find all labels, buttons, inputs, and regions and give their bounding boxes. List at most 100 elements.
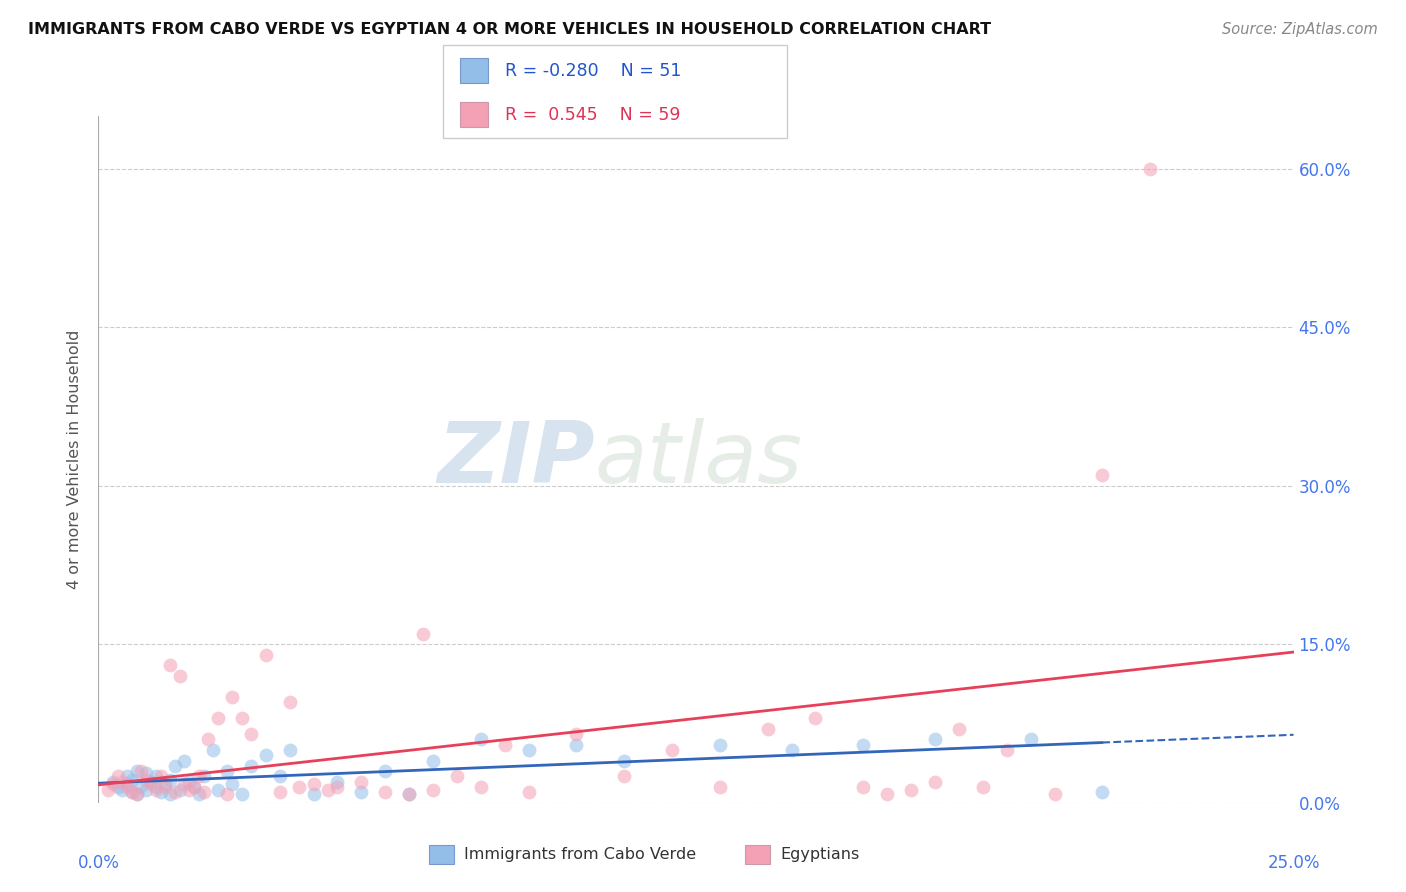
- Point: [288, 780, 311, 794]
- Point: [131, 779, 153, 793]
- Point: [374, 785, 396, 799]
- Point: [135, 766, 157, 780]
- Point: [125, 764, 148, 778]
- Point: [169, 783, 191, 797]
- Point: [924, 774, 946, 789]
- Point: [131, 764, 153, 778]
- Point: [302, 788, 325, 802]
- Point: [125, 788, 148, 802]
- Text: 25.0%: 25.0%: [1267, 854, 1320, 871]
- Point: [111, 783, 134, 797]
- Point: [173, 777, 195, 791]
- Point: [804, 711, 827, 725]
- Point: [173, 754, 195, 768]
- Point: [221, 777, 243, 791]
- Point: [101, 774, 124, 789]
- Text: R =  0.545    N = 59: R = 0.545 N = 59: [505, 106, 681, 124]
- Point: [163, 759, 186, 773]
- Point: [121, 772, 143, 787]
- Point: [412, 626, 434, 640]
- Point: [254, 748, 277, 763]
- Point: [207, 711, 229, 725]
- Point: [169, 669, 191, 683]
- Point: [316, 783, 339, 797]
- Point: [135, 772, 157, 787]
- Point: [1139, 161, 1161, 176]
- Point: [217, 788, 239, 802]
- Point: [121, 785, 143, 799]
- Point: [197, 732, 219, 747]
- Point: [115, 777, 138, 791]
- Point: [278, 743, 301, 757]
- Point: [202, 743, 225, 757]
- Point: [121, 785, 143, 799]
- Point: [1043, 788, 1066, 802]
- Point: [217, 764, 239, 778]
- Point: [145, 769, 167, 783]
- Point: [613, 769, 636, 783]
- Point: [145, 783, 167, 797]
- Point: [470, 732, 492, 747]
- Point: [398, 788, 420, 802]
- Point: [193, 785, 215, 799]
- Point: [374, 764, 396, 778]
- Point: [163, 785, 186, 799]
- Point: [446, 769, 468, 783]
- Point: [565, 738, 588, 752]
- Point: [565, 727, 588, 741]
- Point: [709, 738, 731, 752]
- Point: [1091, 468, 1114, 483]
- Point: [155, 780, 177, 794]
- Point: [422, 783, 444, 797]
- Point: [145, 780, 167, 794]
- Point: [269, 785, 291, 799]
- Point: [924, 732, 946, 747]
- Point: [115, 780, 138, 794]
- Point: [183, 780, 205, 794]
- Point: [187, 788, 209, 802]
- Point: [159, 788, 181, 802]
- Point: [179, 774, 201, 789]
- Point: [326, 780, 349, 794]
- Point: [756, 722, 779, 736]
- Point: [149, 785, 172, 799]
- Y-axis label: 4 or more Vehicles in Household: 4 or more Vehicles in Household: [67, 330, 83, 589]
- Point: [661, 743, 683, 757]
- Point: [149, 769, 172, 783]
- Point: [972, 780, 994, 794]
- Point: [900, 783, 922, 797]
- Point: [193, 769, 215, 783]
- Point: [1019, 732, 1042, 747]
- Point: [115, 769, 138, 783]
- Point: [221, 690, 243, 705]
- Point: [111, 774, 134, 789]
- Point: [780, 743, 803, 757]
- Point: [876, 788, 898, 802]
- Point: [107, 769, 129, 783]
- Point: [350, 774, 373, 789]
- Text: atlas: atlas: [595, 417, 803, 501]
- Point: [183, 780, 205, 794]
- Point: [139, 777, 162, 791]
- Point: [350, 785, 373, 799]
- Point: [240, 727, 263, 741]
- Point: [709, 780, 731, 794]
- Point: [207, 783, 229, 797]
- Point: [125, 788, 148, 802]
- Text: ZIP: ZIP: [437, 417, 595, 501]
- Point: [470, 780, 492, 794]
- Point: [135, 783, 157, 797]
- Point: [1091, 785, 1114, 799]
- Text: Immigrants from Cabo Verde: Immigrants from Cabo Verde: [464, 847, 696, 862]
- Point: [517, 785, 540, 799]
- Point: [613, 754, 636, 768]
- Point: [494, 738, 516, 752]
- Point: [254, 648, 277, 662]
- Point: [517, 743, 540, 757]
- Point: [139, 774, 162, 789]
- Text: IMMIGRANTS FROM CABO VERDE VS EGYPTIAN 4 OR MORE VEHICLES IN HOUSEHOLD CORRELATI: IMMIGRANTS FROM CABO VERDE VS EGYPTIAN 4…: [28, 22, 991, 37]
- Point: [155, 777, 177, 791]
- Point: [187, 769, 209, 783]
- Point: [995, 743, 1018, 757]
- Point: [159, 772, 181, 787]
